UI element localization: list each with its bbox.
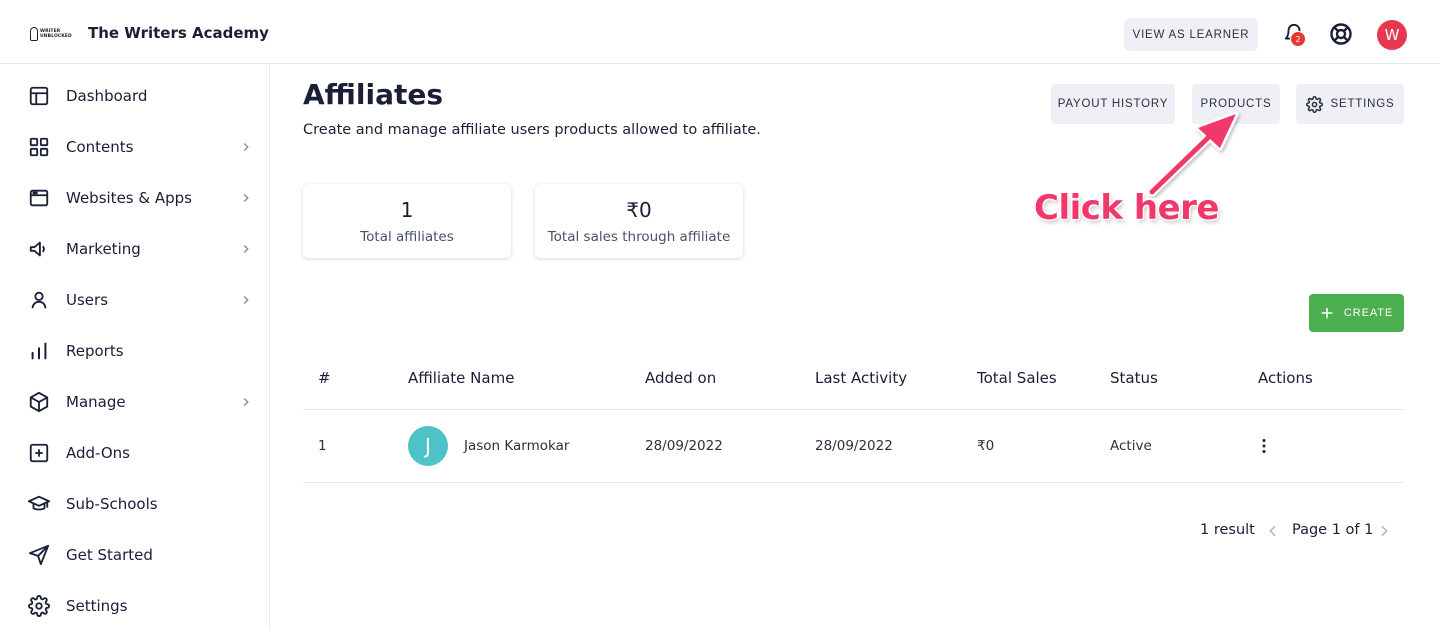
status-value: Active [1110,438,1152,454]
sidebar-item-users[interactable]: Users [0,276,269,327]
grid-icon [29,137,49,157]
chevron-right-icon [243,295,249,305]
column-header-last-activity[interactable]: Last Activity [815,369,908,387]
column-header-status[interactable]: Status [1110,369,1158,387]
affiliate-name[interactable]: Jason Karmokar [464,438,570,454]
last-activity-date: 28/09/2022 [815,438,893,454]
sidebar-item-label: Manage [66,393,126,411]
settings-button-label: SETTINGS [1330,98,1395,110]
settings-button[interactable]: SETTINGS [1296,84,1404,124]
column-header-affiliate-name[interactable]: Affiliate Name [408,369,515,387]
user-avatar[interactable]: W [1377,20,1407,50]
sidebar-item-label: Contents [66,138,134,156]
table-row-divider [303,482,1404,483]
chevron-right-icon [243,244,249,254]
pagination-result-count: 1 result [1200,522,1255,538]
chevron-right-icon [243,193,249,203]
table-header-divider [303,409,1404,410]
column-header-added-on[interactable]: Added on [645,369,717,387]
page-subtitle: Create and manage affiliate users produc… [303,122,761,138]
column-header-actions: Actions [1258,369,1313,387]
payout-history-button[interactable]: PAYOUT HISTORY [1051,84,1175,124]
sidebar-item-manage[interactable]: Manage [0,378,269,429]
sidebar-item-marketing[interactable]: Marketing [0,225,269,276]
sidebar-item-label: Reports [66,342,124,360]
sidebar-item-sub-schools[interactable]: Sub-Schools [0,480,269,531]
sidebar-item-label: Sub-Schools [66,495,158,513]
brand-name[interactable]: The Writers Academy [88,24,269,42]
chevron-right-icon [243,397,249,407]
sidebar-item-label: Dashboard [66,87,148,105]
sidebar-item-label: Add-Ons [66,444,130,462]
stat-label: Total affiliates [360,229,454,245]
stat-card-total-sales: ₹0 Total sales through affiliate [535,184,743,258]
sidebar-item-contents[interactable]: Contents [0,123,269,174]
page-title: Affiliates [303,78,444,111]
top-header: WRITER UNBLOCKED The Writers Academy VIE… [0,0,1440,64]
sidebar-item-dashboard[interactable]: Dashboard [0,72,269,123]
logo-text-line-1: WRITER [40,29,61,34]
sidebar-item-reports[interactable]: Reports [0,327,269,378]
chevron-right-icon [243,142,249,152]
sidebar-item-label: Settings [66,597,128,615]
sidebar-item-label: Marketing [66,240,141,258]
column-header-index: # [318,369,331,387]
plus-icon [1321,307,1333,319]
annotation-arrow-icon [1147,111,1239,197]
stat-label: Total sales through affiliate [547,229,731,245]
total-sales-value: ₹0 [977,438,995,454]
graduation-cap-icon [28,495,50,511]
sidebar-item-label: Get Started [66,546,153,564]
bar-chart-icon [31,342,47,360]
plus-square-icon [29,443,49,463]
cube-icon [29,391,49,413]
send-icon [28,544,50,566]
row-index: 1 [318,438,327,454]
sidebar-item-settings[interactable]: Settings [0,582,269,630]
stat-value: ₹0 [626,198,652,222]
sidebar-item-get-started[interactable]: Get Started [0,531,269,582]
column-header-total-sales[interactable]: Total Sales [977,369,1057,387]
notification-badge: 2 [1290,31,1306,47]
brand-logo[interactable]: WRITER UNBLOCKED [30,25,72,43]
lifebuoy-help-icon[interactable] [1329,22,1353,46]
pagination-page-indicator: Page 1 of 1 [1292,522,1374,538]
logo-text-line-2: UNBLOCKED [40,34,72,39]
user-icon [31,291,47,309]
create-affiliate-button[interactable]: CREATE [1309,294,1404,332]
added-on-date: 28/09/2022 [645,438,723,454]
stat-card-total-affiliates: 1 Total affiliates [303,184,511,258]
sidebar-item-websites-apps[interactable]: Websites & Apps [0,174,269,225]
layout-icon [29,86,49,106]
pen-icon [30,27,38,41]
gear-icon [28,595,50,617]
sidebar-item-add-ons[interactable]: Add-Ons [0,429,269,480]
browser-window-icon [29,189,49,207]
sidebar-item-label: Users [66,291,109,309]
stat-value: 1 [400,198,414,222]
sidebar-item-label: Websites & Apps [66,189,192,207]
click-here-annotation: Click here [1034,188,1219,228]
create-button-label: CREATE [1343,307,1394,319]
view-as-learner-button[interactable]: VIEW AS LEARNER [1124,18,1258,51]
chevron-left-icon[interactable] [1265,523,1281,539]
sidebar: Dashboard Contents Websites & Apps Marke… [0,64,270,630]
chevron-right-icon[interactable] [1376,523,1392,539]
megaphone-icon [29,241,45,257]
affiliate-avatar: J [408,426,448,466]
more-vertical-icon[interactable] [1256,437,1272,455]
gear-icon [1305,95,1323,113]
